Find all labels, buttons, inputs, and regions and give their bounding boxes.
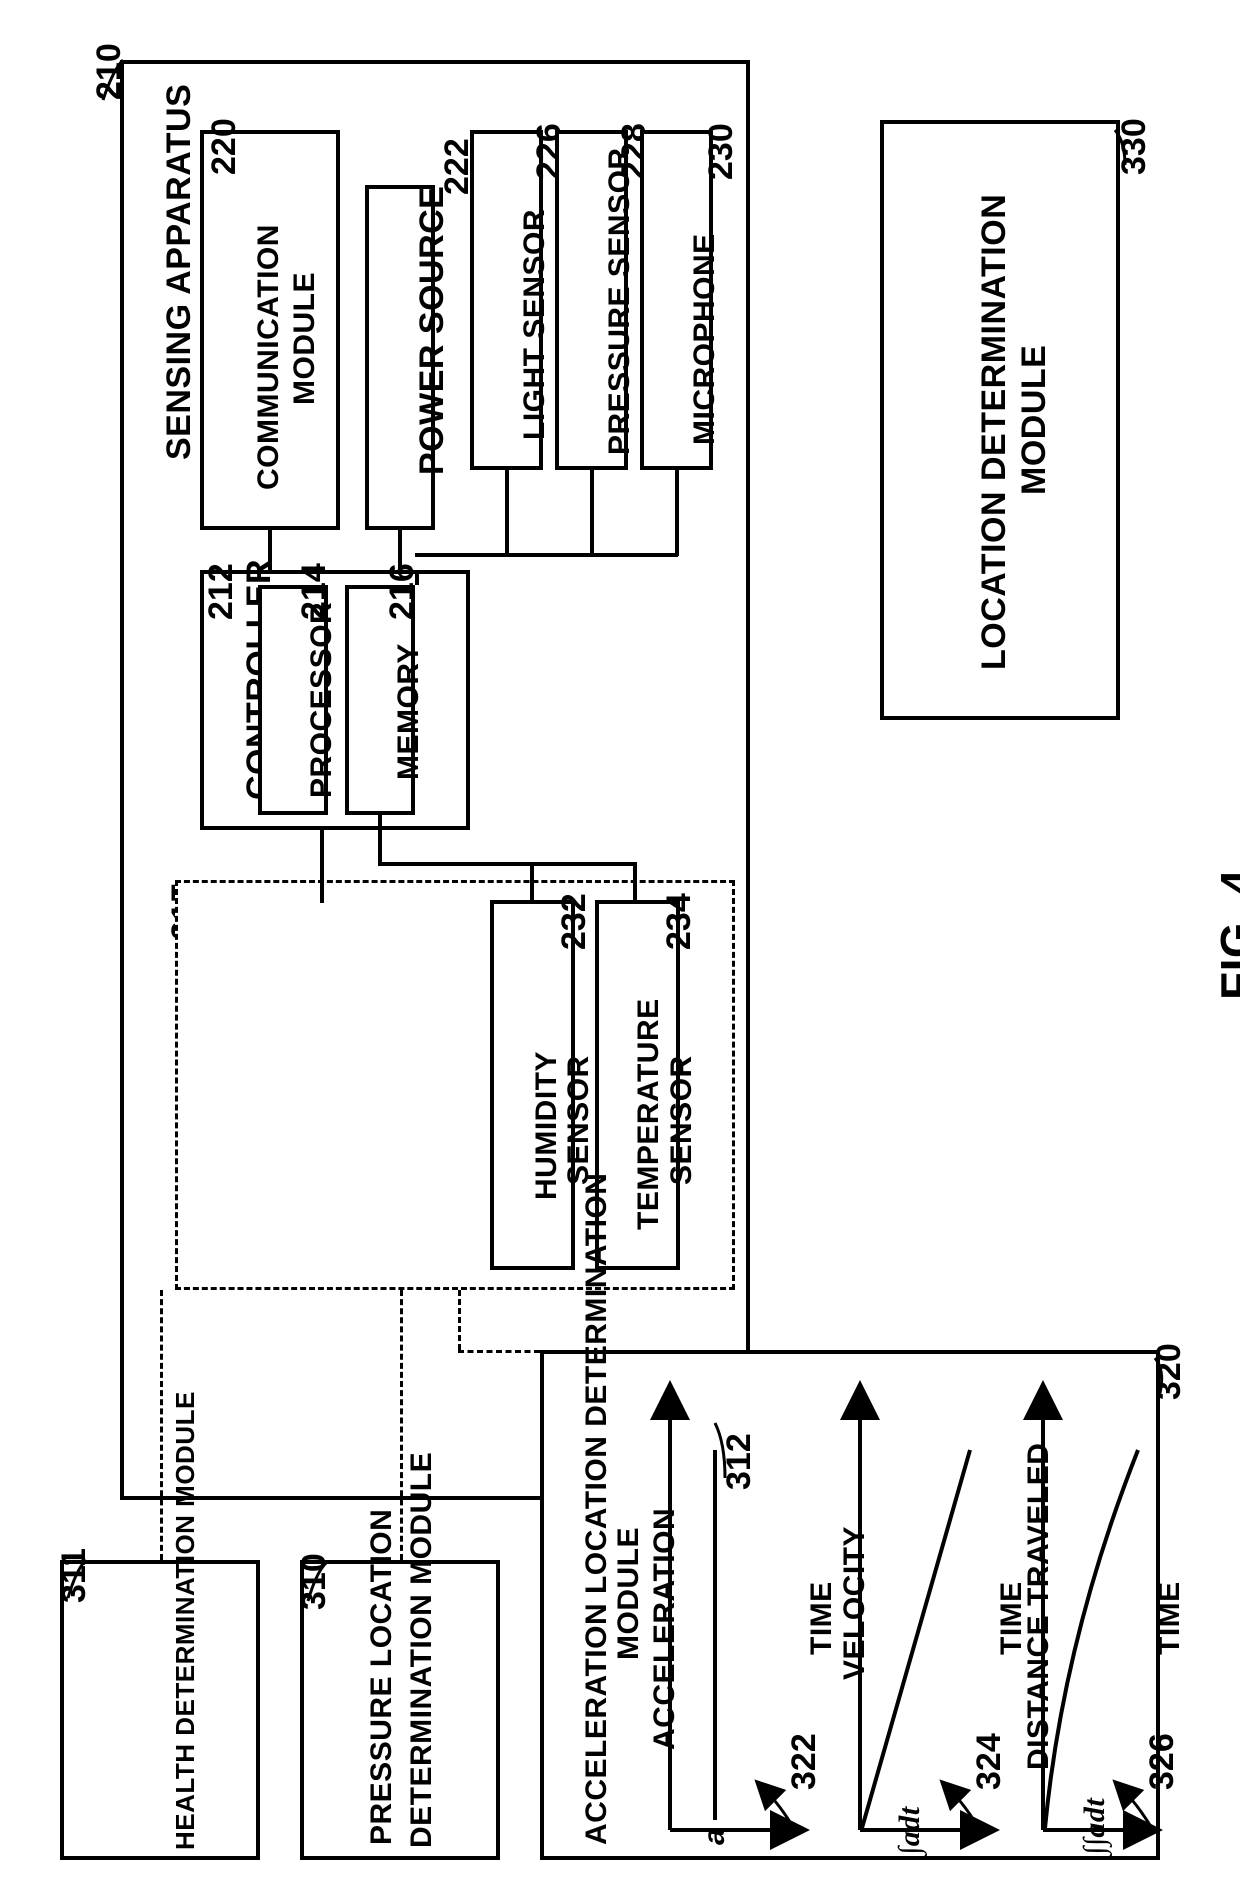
location-module-line1: LOCATION DETERMINATION <box>975 194 1014 670</box>
processor-label: PROCESSOR <box>305 602 339 798</box>
bus-horiz-top <box>415 553 678 557</box>
pressure-sensor-label: PRESSURE SENSOR <box>603 147 637 455</box>
distance-chart <box>1033 1390 1153 1840</box>
distance-int: ∫∫adt <box>1078 1798 1112 1855</box>
ref-310-lead <box>308 1563 333 1608</box>
accel-loc-line1: ACCELERATION LOCATION DETERMINATION <box>580 1173 614 1845</box>
temperature-line2: SENSOR <box>665 1055 699 1185</box>
sensing-apparatus-label: SENSING APPARATUS <box>160 84 199 460</box>
velocity-int: ∫adt <box>893 1806 927 1855</box>
accel-a: a <box>698 1828 732 1845</box>
distance-time: TIME <box>1153 1581 1187 1655</box>
dash-out-to-accel <box>458 1290 461 1350</box>
ref-312-lead <box>715 1423 735 1483</box>
conn-power-ctrl <box>398 530 402 573</box>
ref-324-lead <box>950 1790 985 1835</box>
health-module-l1: HEALTH DETERMINATION MODULE <box>170 1391 201 1850</box>
bus-to-temp <box>633 862 637 903</box>
ref-232: 232 <box>555 893 594 950</box>
ref-220: 220 <box>205 118 244 175</box>
communication-module-l1: COMMUNICATION <box>252 224 286 490</box>
ref-234: 234 <box>660 893 699 950</box>
ref-320-lead <box>1155 1358 1180 1398</box>
bus-to-light <box>505 470 509 556</box>
bus-mem-down <box>378 815 382 865</box>
bus-to-mic <box>675 470 679 556</box>
ref-311-lead <box>68 1560 93 1605</box>
pressure-loc-line2: DETERMINATION MODULE <box>405 1452 439 1848</box>
light-sensor-label: LIGHT SENSOR <box>518 209 552 440</box>
accel-time: TIME <box>805 1581 839 1655</box>
ref-212: 212 <box>202 563 241 620</box>
ref-324: 324 <box>970 1733 1009 1790</box>
ref-322-lead <box>765 1790 800 1835</box>
bus-to-humidity <box>530 862 534 903</box>
conn-ctrl-imu-v <box>320 830 324 903</box>
velocity-chart <box>850 1390 990 1840</box>
power-source-label: POWER SOURCE <box>413 186 452 475</box>
dash-out-v1 <box>160 1290 163 1560</box>
ref-210-lead <box>103 60 133 110</box>
communication-module-l2: MODULE <box>288 272 322 405</box>
ref-322: 322 <box>785 1733 824 1790</box>
health-module-box <box>60 1560 260 1860</box>
bus-to-pressure <box>590 470 594 556</box>
ref-326-lead <box>1123 1790 1158 1835</box>
accel-loc-line2: MODULE <box>612 1527 646 1660</box>
conn-comm-ctrl <box>268 530 272 573</box>
temperature-line1: TEMPERATURE <box>632 998 666 1230</box>
ref-230: 230 <box>702 123 741 180</box>
dash-out-to-accel-h <box>458 1350 540 1353</box>
figure-caption: FIG. 4 <box>1210 869 1240 1000</box>
pressure-loc-line1: PRESSURE LOCATION <box>365 1509 399 1845</box>
memory-label: MEMORY <box>392 643 426 780</box>
microphone-label: MICROPHONE <box>688 233 722 445</box>
humidity-line1: HUMIDITY <box>530 1051 564 1200</box>
ref-326: 326 <box>1143 1733 1182 1790</box>
ref-214: 214 <box>295 563 334 620</box>
bus-horiz-bot <box>378 862 636 866</box>
bus-mem-out <box>415 570 419 585</box>
humidity-line2: SENSOR <box>562 1055 596 1185</box>
dash-out-v1b <box>400 1290 403 1560</box>
ref-330-lead <box>1115 130 1140 170</box>
location-module-line2: MODULE <box>1015 345 1054 495</box>
